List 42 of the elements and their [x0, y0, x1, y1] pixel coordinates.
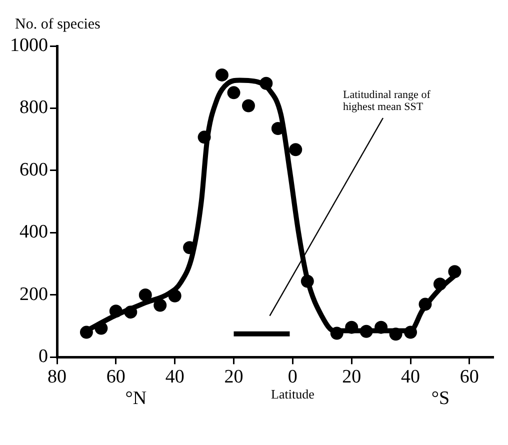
point — [80, 326, 93, 339]
y-tick-label: 600 — [20, 159, 48, 180]
y-tick-label: 400 — [20, 222, 48, 243]
text: °S — [431, 388, 450, 410]
point — [168, 289, 182, 302]
x-tick-label: 0 — [288, 366, 298, 388]
y-axis-title: No. of species — [15, 16, 101, 32]
y-tick-label: 0 — [38, 346, 48, 368]
point — [448, 265, 462, 278]
point — [227, 86, 240, 100]
annotation: Latitudinal range of highest mean SST — [343, 89, 431, 113]
x-tick-label: 60 — [106, 366, 126, 388]
x-tick-label: 40 — [401, 366, 420, 388]
x-tick-label: 60 — [460, 366, 479, 388]
y-tick-label: 800 — [20, 97, 48, 118]
point — [330, 326, 344, 340]
x-tick-label: 80 — [48, 366, 66, 388]
x-axis-title: Latitude — [271, 386, 315, 402]
point — [109, 304, 122, 318]
point — [345, 320, 358, 334]
y-tick-label: 200 — [20, 284, 48, 305]
point — [374, 320, 388, 334]
point — [289, 143, 302, 156]
point — [300, 274, 314, 288]
point — [138, 288, 152, 302]
x-tick-label: 40 — [165, 366, 184, 388]
point — [360, 324, 373, 338]
point — [389, 328, 402, 341]
x-tick-label: 20 — [224, 366, 244, 388]
y-tick-label: 1000 — [10, 34, 48, 56]
x-tick-label: 20 — [342, 366, 362, 388]
point — [242, 99, 255, 112]
point — [433, 278, 446, 291]
point — [124, 306, 138, 319]
point — [94, 322, 108, 335]
point — [260, 76, 273, 90]
point — [198, 130, 211, 144]
point — [215, 68, 228, 82]
text: °N — [125, 388, 147, 410]
point — [404, 326, 418, 339]
point — [418, 298, 432, 311]
point — [154, 298, 167, 312]
